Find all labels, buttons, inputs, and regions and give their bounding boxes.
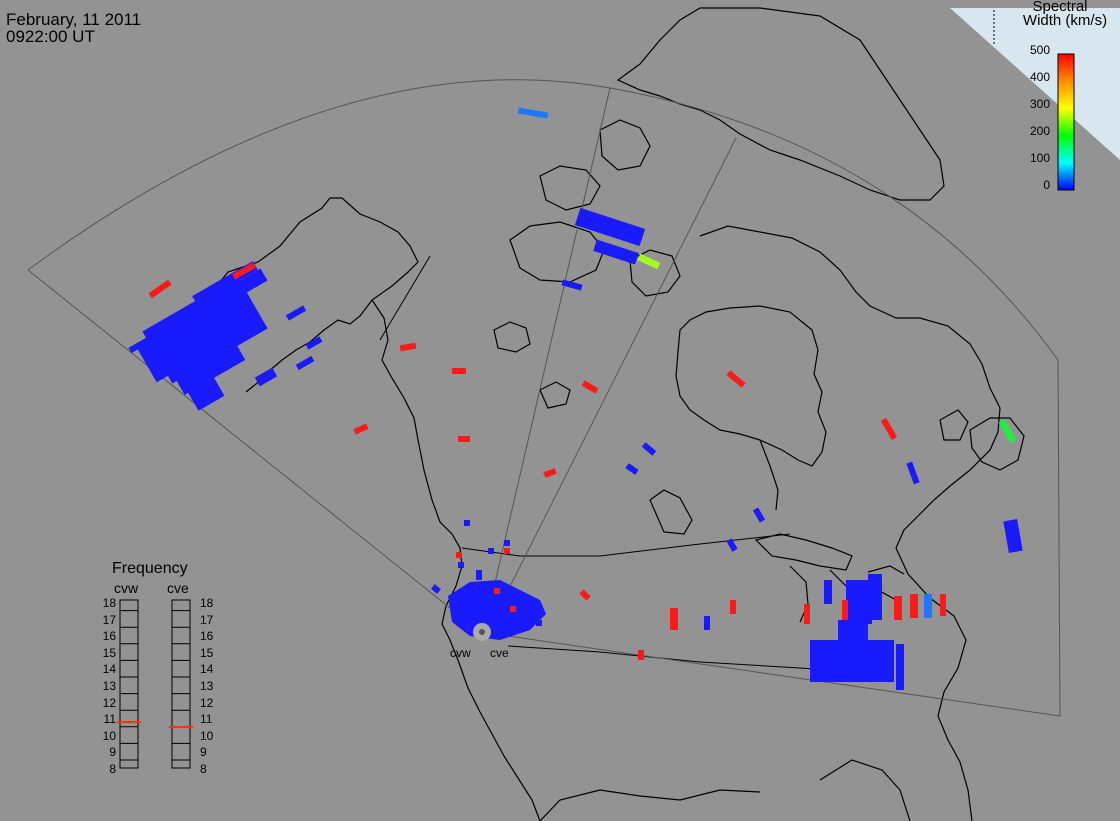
radar-site-label: cvw	[450, 646, 471, 660]
frequency-bars	[119, 599, 191, 769]
colorbar-title-1: Spectral	[1032, 0, 1088, 15]
frequency-scale-label: 15	[200, 645, 214, 660]
frequency-radar-name: cvw	[114, 580, 139, 596]
colorbar-tick: 200	[1029, 124, 1050, 138]
frequency-scale-label: 8	[109, 762, 116, 776]
frequency-scale-label: 12	[200, 695, 214, 710]
frequency-scale-label: 9	[200, 745, 207, 760]
scatter-east	[670, 574, 946, 690]
scatter-radar	[431, 520, 546, 640]
frequency-scale-label: 18	[200, 596, 214, 610]
scatter-north	[517, 107, 661, 291]
colorbar-tick: 100	[1029, 151, 1050, 165]
scatter-mid	[353, 342, 898, 660]
colorbar-tick: 500	[1029, 43, 1050, 57]
projection-edge	[950, 8, 1120, 160]
frequency-scale-label: 11	[200, 712, 213, 727]
frequency-scale-label: 14	[102, 662, 116, 677]
colorbar-tick: 400	[1029, 70, 1050, 84]
frequency-scale-label: 14	[200, 662, 214, 677]
frequency-scale-label: 15	[102, 645, 116, 660]
frequency-scale-label: 17	[200, 612, 214, 627]
scatter-green	[998, 419, 1017, 444]
frequency-scale-label: 8	[200, 762, 207, 776]
colorbar	[1057, 53, 1075, 191]
field-of-view	[27, 79, 1061, 717]
time-label: 0922:00 UT	[6, 27, 95, 46]
radar-site-label: cve	[490, 646, 509, 660]
frequency-scale-label: 10	[200, 728, 214, 743]
frequency-scale-label: 9	[109, 745, 116, 760]
frequency-scale-label: 10	[102, 728, 116, 743]
frequency-scale-label: 11	[103, 712, 116, 727]
frequency-radar-name: cve	[167, 580, 189, 596]
colorbar-tick: 300	[1029, 97, 1050, 111]
colorbar-tick: 0	[1043, 178, 1050, 192]
colorbar-title-2: Width (km/s)	[1022, 12, 1108, 29]
scatter-west-red	[148, 262, 256, 299]
radar-site-dot	[479, 629, 485, 635]
frequency-scale-label: 13	[102, 679, 116, 693]
frequency-scale-label: 13	[200, 679, 214, 693]
frequency-scale-label: 17	[102, 612, 116, 627]
scatter-west	[128, 261, 323, 411]
frequency-title: Frequency	[112, 560, 188, 577]
scatter-radar-red	[456, 548, 516, 612]
frequency-scale-label: 16	[102, 629, 116, 644]
scatter-mid-blue	[625, 442, 1023, 553]
frequency-scale-label: 16	[200, 629, 214, 644]
date-label: February, 11 2011	[6, 10, 142, 29]
frequency-scale-label: 18	[102, 596, 116, 610]
frequency-scale-label: 12	[102, 695, 116, 710]
coastlines	[217, 7, 1025, 821]
